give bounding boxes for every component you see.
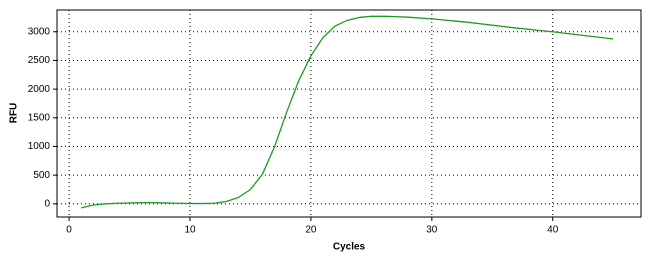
y-tick-label: 2500 [28,55,51,66]
series-line [81,15,614,209]
x-tick-label: 40 [547,225,559,236]
y-tick-label: 3000 [28,26,51,37]
plot-frame [56,9,642,218]
x-axis-label: Cycles [333,242,366,253]
x-tick-label: 30 [426,225,438,236]
y-tick-label: 0 [44,198,50,209]
y-tick-label: 1000 [28,141,51,152]
x-tick-label: 20 [305,225,317,236]
y-tick-label: 500 [33,170,50,181]
y-tick-label: 1500 [28,112,51,123]
y-axis-label: RFU [9,103,20,124]
x-tick-label: 0 [66,225,72,236]
x-tick-label: 10 [184,225,196,236]
y-tick-label: 2000 [28,84,51,95]
